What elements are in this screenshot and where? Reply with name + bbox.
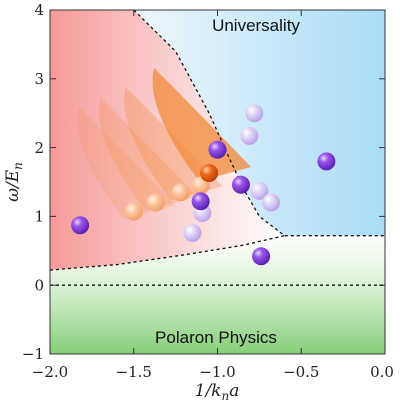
purple-point	[252, 247, 271, 266]
lavender-point	[240, 126, 259, 145]
orange-cone	[98, 97, 198, 211]
lower-boundary-line	[50, 235, 285, 271]
upper-boundary-line	[133, 10, 385, 237]
lavender-point	[183, 223, 202, 242]
y-tick-label: 1	[34, 208, 44, 226]
universality-label: Universality	[212, 16, 300, 35]
peach-point	[124, 202, 143, 221]
red-region	[50, 10, 285, 271]
x-tick-label: −1.5	[116, 363, 152, 381]
y-tick-label: 2	[34, 139, 44, 157]
x-tick-label: −1.0	[199, 363, 235, 381]
lavender-point	[245, 104, 264, 123]
purple-point	[232, 175, 250, 194]
x-tick-label: −2.0	[32, 363, 68, 381]
purple-point	[191, 192, 210, 211]
polaron-region	[50, 235, 385, 354]
purple-point	[71, 216, 90, 235]
axis-ticks	[49, 9, 386, 355]
x-tick-label: 0.0	[370, 363, 394, 381]
polaron-physics-label: Polaron Physics	[155, 328, 277, 347]
x-tick-label: −0.5	[283, 363, 319, 381]
y-tick-label: 0	[34, 276, 44, 294]
peach-point	[146, 193, 165, 212]
lavender-point	[262, 193, 281, 212]
y-axis-title: ω/En	[3, 162, 25, 202]
peach-point	[171, 183, 190, 202]
orange-cone	[152, 68, 252, 182]
orange-cones	[77, 68, 252, 220]
orange-point	[200, 164, 219, 183]
x-axis-title: 1/kna	[195, 381, 240, 400]
y-tick-label: 4	[34, 1, 44, 19]
lavender-point	[250, 181, 269, 200]
y-tick-label: −1	[22, 345, 44, 363]
data-points	[71, 104, 336, 266]
orange-cone	[77, 106, 176, 220]
purple-point	[208, 140, 227, 159]
purple-point	[317, 152, 336, 171]
y-tick-label: 3	[34, 70, 44, 88]
